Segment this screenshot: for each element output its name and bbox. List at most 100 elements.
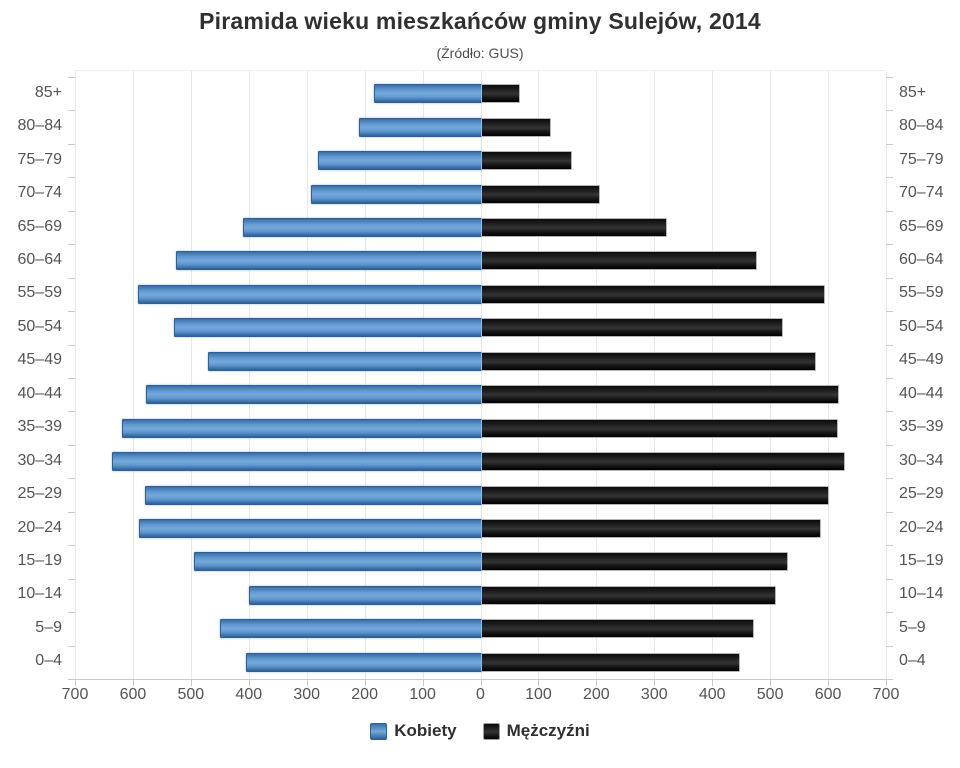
y-tick-right [886, 311, 893, 313]
ylabel-right-80–84: 80–84 [899, 117, 944, 135]
bar-mezczyzni-10–14[interactable] [480, 585, 777, 605]
xlabel-left-500: 500 [177, 686, 205, 703]
ylabel-left-50–54: 50–54 [17, 317, 63, 335]
bar-mezczyzni-0–4[interactable] [480, 652, 740, 672]
gridline-x-600 [828, 71, 830, 679]
x-tick-600 [828, 680, 830, 686]
y-tick-right [886, 77, 893, 78]
bar-kobiety-55–59[interactable] [137, 284, 483, 304]
gridline-x-300 [654, 71, 656, 679]
x-tick-400 [712, 680, 714, 686]
bar-kobiety-35–39[interactable] [121, 418, 483, 438]
y-tick-right [886, 210, 893, 212]
legend-item-kobiety[interactable]: Kobiety [370, 721, 457, 741]
bar-kobiety-65–69[interactable] [242, 218, 483, 237]
ylabel-right-75–79: 75–79 [899, 150, 944, 168]
bar-kobiety-40–44[interactable] [145, 385, 483, 405]
bar-kobiety-5–9[interactable] [220, 619, 483, 639]
bar-mezczyzni-80–84[interactable] [480, 117, 551, 137]
y-tick-left [68, 411, 75, 413]
y-tick-right [886, 378, 893, 379]
bar-kobiety-25–29[interactable] [144, 485, 483, 505]
kobiety-swatch-icon [370, 722, 388, 740]
xlabel-right-100: 100 [525, 686, 552, 703]
bar-kobiety-85+[interactable] [374, 84, 483, 104]
legend-label-kobiety: Kobiety [394, 721, 457, 740]
bar-mezczyzni-50–54[interactable] [480, 318, 783, 338]
bar-mezczyzni-40–44[interactable] [480, 385, 839, 405]
bar-mezczyzni-25–29[interactable] [480, 485, 829, 505]
y-tick-right [886, 679, 893, 680]
y-tick-left [68, 177, 75, 179]
y-tick-left [68, 77, 75, 78]
bar-kobiety-45–49[interactable] [207, 351, 483, 371]
ylabel-left-65–69: 65–69 [17, 217, 63, 235]
y-tick-right [886, 277, 893, 279]
bar-mezczyzni-55–59[interactable] [480, 284, 826, 304]
bar-kobiety-30–34[interactable] [112, 452, 483, 472]
legend-label-mezczyzni: Mężczyźni [506, 721, 590, 740]
bar-kobiety-50–54[interactable] [174, 318, 483, 338]
ylabel-left-70–74: 70–74 [17, 184, 63, 202]
y-tick-right [886, 444, 893, 446]
plot-area [68, 70, 893, 686]
xlabel-right-200: 200 [582, 686, 610, 703]
bar-kobiety-15–19[interactable] [194, 552, 483, 572]
bar-mezczyzni-35–39[interactable] [480, 418, 839, 438]
y-tick-right [886, 478, 893, 480]
xlabel-right-500: 500 [756, 686, 784, 703]
bar-mezczyzni-30–34[interactable] [480, 452, 846, 472]
bar-mezczyzni-15–19[interactable] [480, 552, 788, 572]
ylabel-left-45–49: 45–49 [17, 351, 63, 369]
y-tick-left [68, 444, 75, 446]
gridline-x-200 [596, 71, 598, 679]
x-tick-0 [480, 680, 482, 686]
ylabel-left-60–64: 60–64 [17, 250, 63, 268]
xlabel-left-400: 400 [235, 686, 263, 703]
x-tick-100 [538, 680, 540, 686]
legend-item-mezczyzni[interactable]: Mężczyźni [482, 721, 590, 741]
bar-kobiety-75–79[interactable] [318, 151, 483, 171]
bar-mezczyzni-20–24[interactable] [480, 519, 821, 538]
y-tick-right [886, 411, 893, 413]
xlabel-right-400: 400 [698, 686, 726, 703]
ylabel-left-5–9: 5–9 [35, 618, 62, 636]
xlabel-left-300: 300 [293, 686, 321, 703]
y-tick-left [68, 311, 75, 313]
y-tick-left [68, 277, 75, 279]
bar-kobiety-10–14[interactable] [249, 585, 483, 605]
y-tick-left [68, 511, 75, 513]
bar-kobiety-20–24[interactable] [138, 519, 483, 538]
bar-mezczyzni-60–64[interactable] [480, 251, 757, 271]
bar-mezczyzni-75–79[interactable] [480, 151, 573, 171]
bar-mezczyzni-65–69[interactable] [480, 218, 668, 237]
ylabel-right-70–74: 70–74 [899, 184, 944, 202]
y-tick-right [886, 143, 893, 145]
xlabel-left-200: 200 [351, 686, 378, 703]
bar-kobiety-70–74[interactable] [310, 184, 483, 204]
x-tick-200 [596, 680, 598, 686]
bar-kobiety-80–84[interactable] [358, 117, 483, 137]
bar-mezczyzni-45–49[interactable] [480, 351, 817, 371]
xlabel-right-600: 600 [814, 686, 842, 703]
bar-mezczyzni-85+[interactable] [480, 84, 521, 104]
y-tick-right [886, 612, 893, 614]
y-tick-left [68, 545, 75, 547]
y-tick-left [68, 143, 75, 145]
ylabel-right-60–64: 60–64 [899, 250, 944, 268]
bar-kobiety-0–4[interactable] [245, 652, 483, 672]
ylabel-right-45–49: 45–49 [899, 351, 944, 369]
ylabel-right-65–69: 65–69 [899, 217, 944, 235]
bar-mezczyzni-5–9[interactable] [480, 619, 754, 639]
gridline-x-300 [306, 71, 308, 679]
bar-mezczyzni-70–74[interactable] [480, 184, 600, 204]
bar-kobiety-60–64[interactable] [176, 251, 483, 271]
y-tick-right [886, 645, 893, 647]
ylabel-right-20–24: 20–24 [899, 518, 944, 536]
ylabel-left-35–39: 35–39 [17, 418, 63, 436]
ylabel-right-25–29: 25–29 [899, 485, 944, 503]
x-tick-300 [306, 680, 308, 686]
y-tick-left [68, 110, 75, 112]
y-tick-right [886, 545, 893, 547]
